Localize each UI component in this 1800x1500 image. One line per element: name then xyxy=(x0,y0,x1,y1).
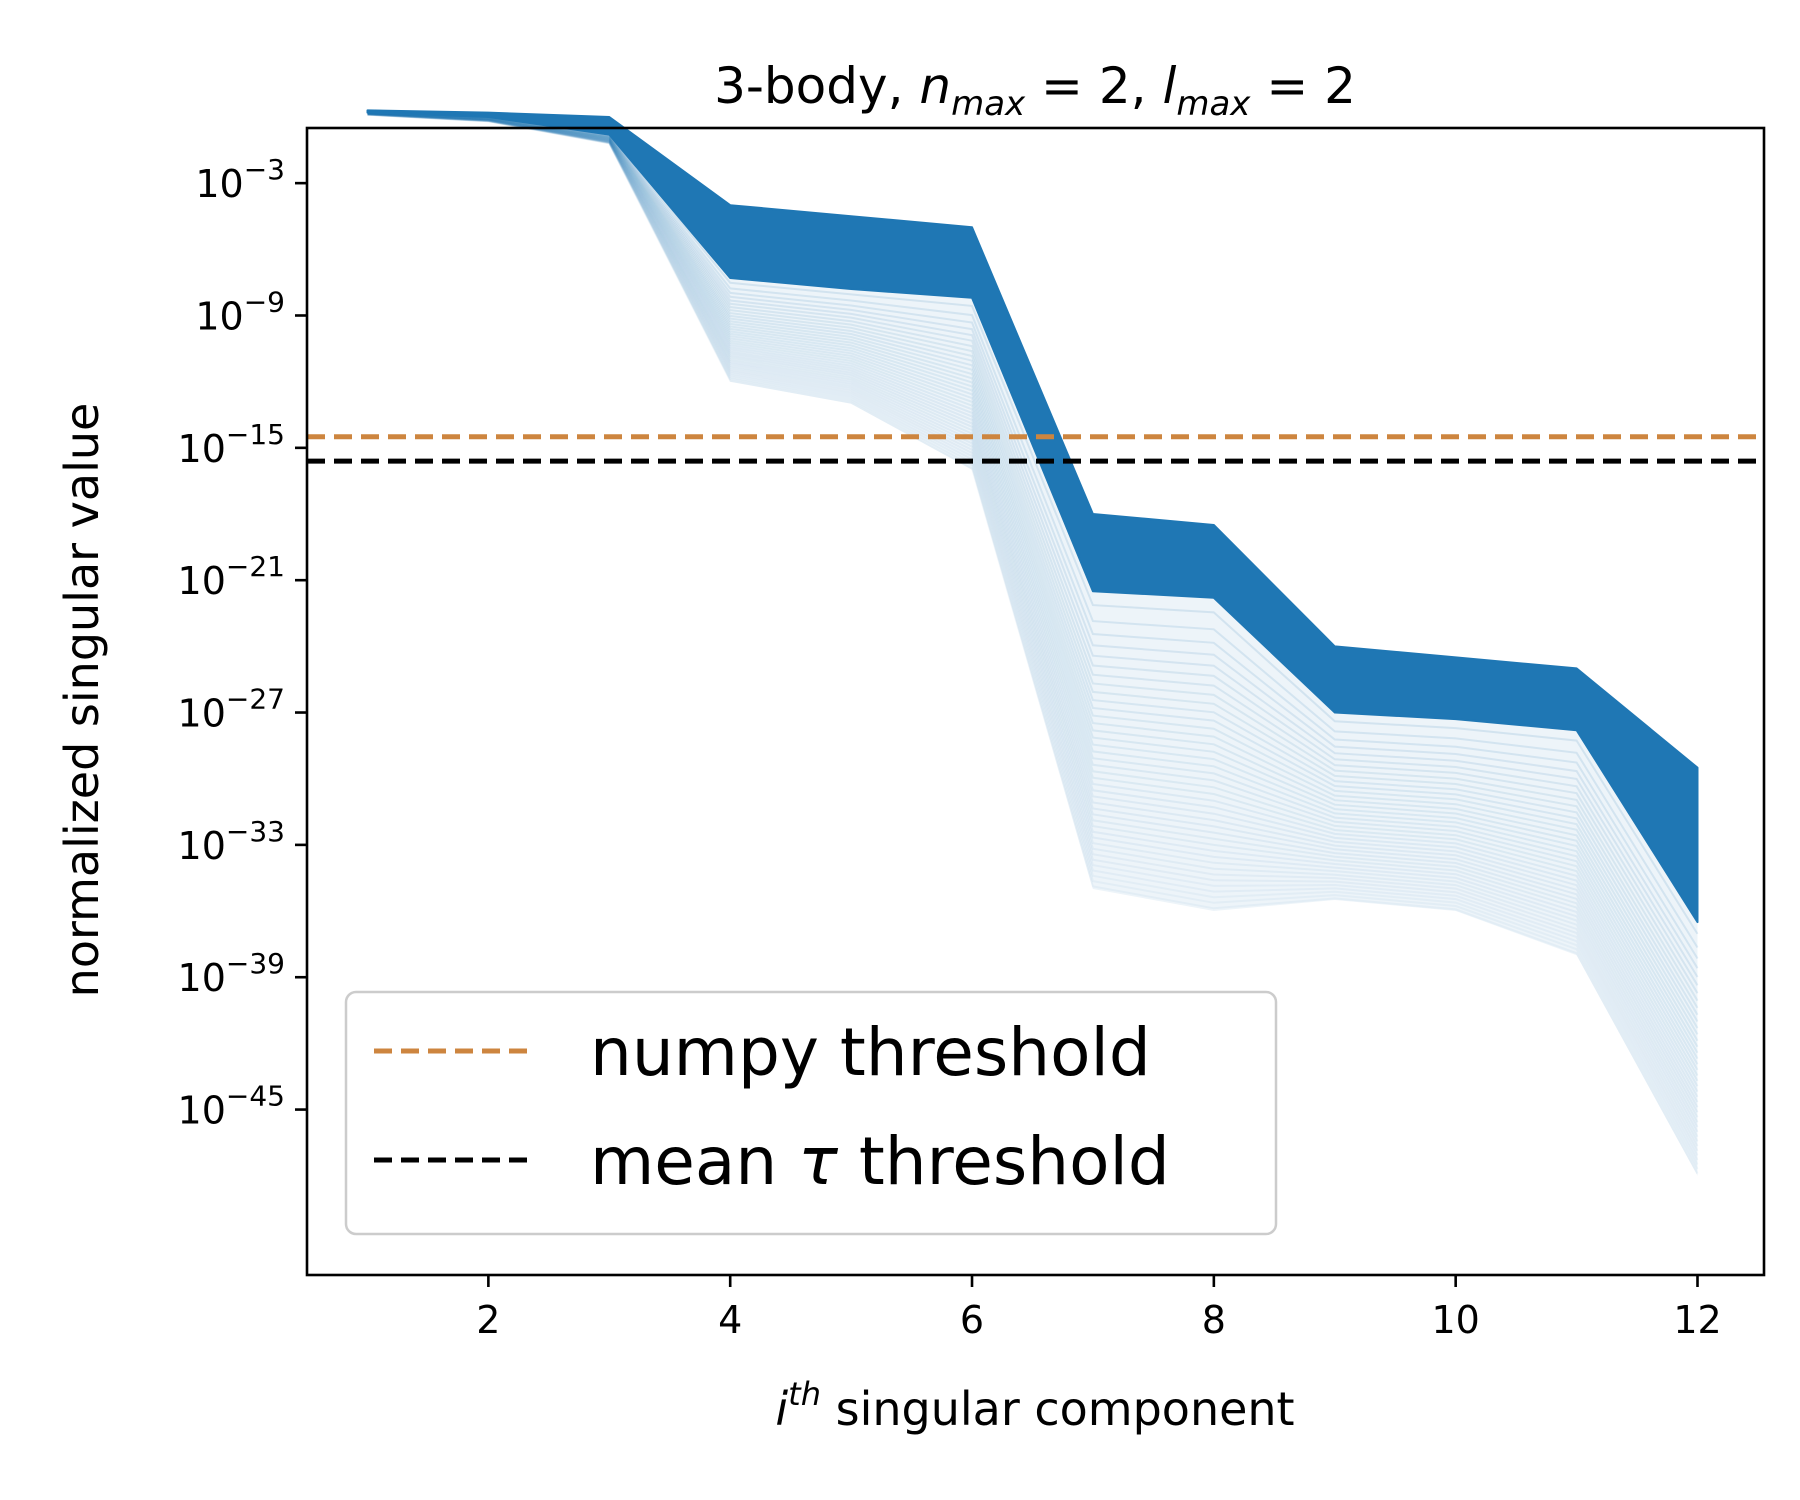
x-axis-ticks: 2 4 6 8 10 12 xyxy=(476,1275,1722,1342)
band-trace xyxy=(367,111,1699,960)
y-tick-label: 10−33 xyxy=(178,815,285,868)
y-tick-label: 10−3 xyxy=(195,153,285,206)
y-tick-label: 10−9 xyxy=(195,285,285,338)
y-tick-label: 10−27 xyxy=(178,683,285,736)
y-axis-label: normalized singular value xyxy=(55,403,109,998)
x-tick-label: 12 xyxy=(1673,1298,1721,1342)
band-trace xyxy=(367,112,1699,1016)
band-trace xyxy=(367,112,1699,1060)
band-trace xyxy=(367,113,1699,1103)
band-trace xyxy=(367,112,1699,1048)
band-dense-region xyxy=(366,109,1699,924)
band-trace xyxy=(367,113,1699,1098)
title-l-rest: = 2 xyxy=(1250,57,1356,115)
band-trace xyxy=(367,112,1699,969)
band-sparse-region xyxy=(367,112,1698,1176)
band-trace xyxy=(367,113,1699,1138)
legend-box xyxy=(344,990,1278,1236)
band-trace xyxy=(367,113,1699,1123)
band-trace xyxy=(367,112,1699,1035)
legend-label-mean: mean xyxy=(590,1123,798,1200)
band-trace xyxy=(367,112,1699,1054)
band-trace xyxy=(367,112,1699,1009)
singular-value-band xyxy=(366,109,1699,1176)
band-trace xyxy=(367,113,1699,1156)
band-trace xyxy=(367,112,1699,978)
band-trace xyxy=(367,113,1699,1161)
x-axis-label-i: i xyxy=(775,1382,788,1436)
band-trace xyxy=(367,112,1699,1077)
legend-label-numpy-threshold: numpy threshold xyxy=(590,1014,1151,1091)
band-trace xyxy=(367,113,1699,1118)
x-tick-label: 10 xyxy=(1431,1298,1479,1342)
chart-title: 3-body, nmax = 2, lmax = 2 xyxy=(714,57,1356,124)
band-trace xyxy=(367,112,1699,1029)
plot-frame xyxy=(305,126,1766,1277)
y-tick-label: 10−21 xyxy=(178,550,285,603)
x-axis-label-sup: th xyxy=(788,1375,821,1413)
legend: numpy threshold mean τ threshold xyxy=(344,990,1278,1236)
band-trace xyxy=(367,112,1699,1082)
band-trace xyxy=(367,113,1699,1147)
x-tick-label: 6 xyxy=(960,1298,984,1342)
title-n: n xyxy=(919,57,951,115)
band-trace xyxy=(367,113,1699,1152)
y-tick-label: 10−45 xyxy=(178,1080,285,1133)
band-trace xyxy=(367,112,1699,994)
x-axis-label: ith singular component xyxy=(775,1375,1294,1436)
title-n-rest: = 2, xyxy=(1025,57,1162,115)
band-trace xyxy=(367,113,1699,1170)
band-trace xyxy=(367,113,1699,1093)
title-l: l xyxy=(1162,57,1176,115)
x-tick-label: 8 xyxy=(1202,1298,1226,1342)
x-tick-label: 2 xyxy=(476,1298,500,1342)
y-axis-ticks: 10−3 10−9 10−15 10−21 10−27 10−33 10−39 10−45 xyxy=(178,153,307,1133)
title-prefix: 3-body, xyxy=(714,57,919,115)
title-n-sub: max xyxy=(951,84,1026,124)
band-trace xyxy=(367,113,1699,1165)
x-axis-label-rest: singular component xyxy=(821,1382,1295,1436)
band-trace xyxy=(367,112,1699,1002)
band-trace xyxy=(367,112,1699,986)
band-trace xyxy=(367,113,1699,1087)
band-trace xyxy=(367,112,1699,1023)
legend-label-threshold-word: threshold xyxy=(838,1123,1170,1200)
y-tick-label: 10−15 xyxy=(178,418,285,471)
legend-label-mean-tau-threshold: mean τ threshold xyxy=(590,1123,1170,1200)
band-trace xyxy=(367,113,1699,1174)
y-tick-label: 10−39 xyxy=(178,947,285,1000)
legend-label-tau: τ xyxy=(798,1123,839,1200)
band-trace xyxy=(367,113,1699,1128)
band-trace xyxy=(367,113,1699,1133)
band-trace xyxy=(367,113,1699,1108)
band-trace xyxy=(367,112,1699,1065)
x-tick-label: 4 xyxy=(718,1298,742,1342)
band-trace xyxy=(367,112,1699,1042)
title-l-sub: max xyxy=(1176,84,1251,124)
band-trace xyxy=(367,113,1699,1113)
band-trace xyxy=(367,113,1699,1142)
band-trace xyxy=(367,112,1699,1071)
